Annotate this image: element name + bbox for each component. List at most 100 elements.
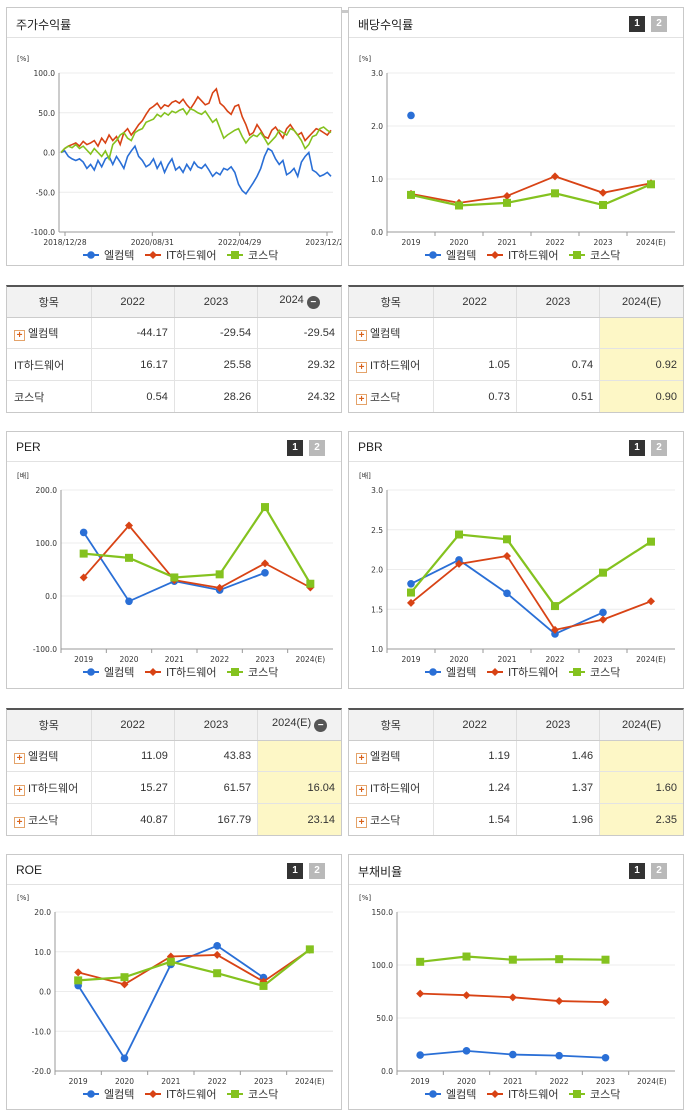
data-point [555,1051,563,1060]
legend-label: 엘컴텍 [104,666,134,679]
expand-icon[interactable]: + [356,393,367,405]
series-line [78,948,311,988]
data-point [416,989,425,998]
page-1-button[interactable]: 1 [287,440,303,456]
y-tick-label: 2.0 [371,122,383,131]
row-name[interactable]: + 코스닥 [349,380,433,412]
page-1-button[interactable]: 1 [287,863,303,879]
data-point [599,200,607,209]
y-tick-label: 50.0 [376,1014,393,1023]
table-header-item: 항목 [349,287,433,318]
x-tick-label: 2024(E) [636,655,666,664]
data-point [503,535,511,544]
x-tick-label: 2023 [593,238,612,247]
table-cell: 40.87 [90,803,175,835]
data-point [306,579,315,588]
page-1-button[interactable]: 1 [629,16,645,32]
data-point [213,950,222,959]
table-cell: 167.79 [173,803,258,835]
data-point [407,580,415,588]
legend-label: 엘컴텍 [104,1088,134,1101]
page-2-button[interactable]: 2 [651,863,667,879]
unit-label: [%] [359,894,371,902]
legend-label: IT하드웨어 [166,1087,216,1101]
data-point [79,573,88,582]
y-tick-label: 1.5 [371,605,383,614]
page-2-button[interactable]: 2 [651,440,667,456]
expand-icon[interactable]: + [356,361,367,373]
series-line [410,533,652,608]
unit-label: [%] [17,894,29,902]
x-tick-label: 2019 [401,238,420,247]
collapse-icon[interactable]: − [314,719,328,733]
row-name[interactable]: + 코스닥 [7,803,91,835]
table-cell: 23.14 [257,803,341,835]
table-cell: 1.19 [432,739,517,772]
debt-ratio-chart: [%]150.0 100.0 50.0 0.0 2019 2020 2021 2022 2023… [359,894,675,1101]
table-header-item: 항목 [349,710,433,741]
table-cell: 61.57 [173,771,258,804]
table-cell: 0.51 [515,380,600,412]
page-1-button[interactable]: 1 [629,440,645,456]
legend-marker [491,668,499,676]
page-1-button[interactable]: 1 [629,863,645,879]
table-cell: 1.60 [599,771,683,804]
expand-icon[interactable]: + [14,784,25,796]
row-name[interactable]: + IT하드웨어 [7,771,91,804]
page-2-button[interactable]: 2 [651,16,667,32]
x-tick-label: 2021 [497,655,516,664]
table-cell: 1.24 [432,771,517,804]
x-tick-label: 2020 [119,655,138,664]
y-tick-label: 0.0 [381,1067,393,1076]
page-2-button[interactable]: 2 [309,440,325,456]
x-tick-label: 2018/12/28 [43,238,86,247]
data-point [647,180,655,189]
table-cell: 29.32 [257,348,341,381]
expand-icon[interactable]: + [14,816,25,828]
legend-label: IT하드웨어 [166,248,216,262]
data-point [508,955,517,964]
table-cell [599,739,683,772]
row-name[interactable]: + 엘컴텍 [349,316,433,349]
legend-marker [573,251,581,259]
row-name[interactable]: + IT하드웨어 [349,348,433,381]
row-name[interactable]: + 엘컴텍 [7,739,91,772]
table-cell: 24.32 [257,380,341,412]
table-header-year: 2023 [173,710,258,741]
legend-marker [87,1090,95,1098]
expand-icon[interactable]: + [356,784,367,796]
table-row: IT하드웨어 16.17 25.58 29.32 [7,348,341,381]
expand-icon[interactable]: + [14,752,25,764]
expand-icon[interactable]: + [356,816,367,828]
table-row: + 엘컴텍 -44.17 -29.54 -29.54 [7,316,341,349]
table-header-year: 2023 [515,710,600,741]
table-header-year: 2023 [515,287,600,318]
y-tick-label: 2.0 [371,566,383,575]
x-tick-label: 2019 [401,655,420,664]
row-name[interactable]: + 코스닥 [349,803,433,835]
table-cell [599,316,683,349]
expand-icon[interactable]: + [356,329,367,341]
dividend-yield-chart: [%]3.0 2.0 1.0 0.0 2019 2020 2021 2022 2023 2024(… [359,55,675,262]
legend-marker [429,668,437,676]
data-point [599,188,607,197]
row-name[interactable]: + 엘컴텍 [7,316,91,349]
data-point [503,551,511,560]
legend-label: IT하드웨어 [508,665,558,679]
expand-icon[interactable]: + [14,329,25,341]
expand-icon[interactable]: + [356,752,367,764]
collapse-icon[interactable]: − [306,296,320,310]
x-tick-label: 2021 [497,238,516,247]
panel-title: 부채비율 [358,865,403,879]
legend-label: 엘컴텍 [446,1088,476,1101]
data-point [555,997,564,1006]
table-cell: 16.17 [90,348,175,381]
data-point [551,625,559,634]
legend-label: IT하드웨어 [508,248,558,262]
row-name[interactable]: + 엘컴텍 [349,739,433,772]
data-point [503,198,511,207]
table-header-year: 2022 [90,710,175,741]
page-2-button[interactable]: 2 [309,863,325,879]
legend-marker [573,1090,581,1098]
row-name[interactable]: + IT하드웨어 [349,771,433,804]
